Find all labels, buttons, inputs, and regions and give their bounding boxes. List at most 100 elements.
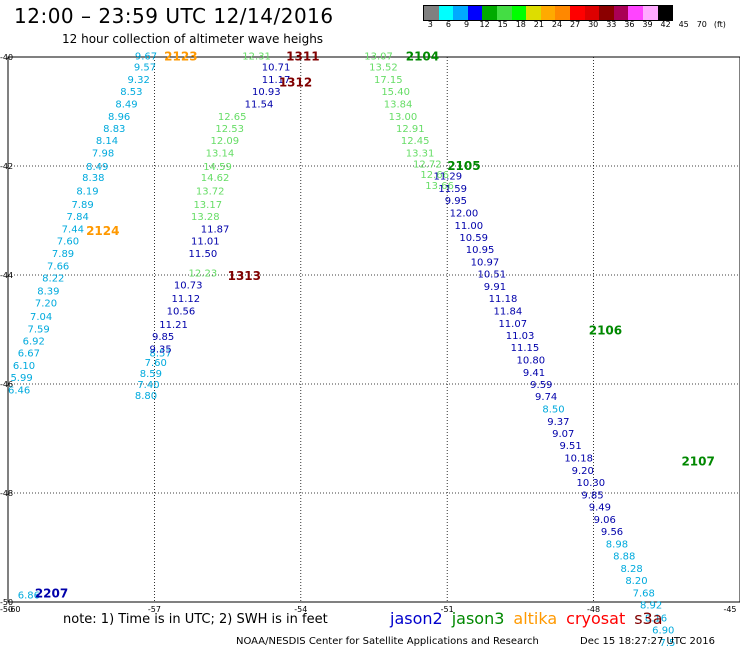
wave-height-value: 8.14 (96, 136, 118, 147)
wave-height-value: 10.73 (174, 280, 203, 291)
legend-label: 33 (606, 20, 617, 29)
wave-height-value: 11.87 (201, 225, 230, 236)
wave-height-value: 7.60 (145, 358, 167, 369)
wave-height-value: 8.28 (620, 564, 642, 575)
wave-height-value: 9.95 (445, 196, 467, 207)
wave-height-value: 9.74 (535, 392, 557, 403)
track-cyan-2: 8.577.608.597.408.80 (135, 348, 172, 402)
wave-height-value: 11.07 (498, 319, 527, 330)
pass-number-label: 1312 (279, 76, 312, 90)
legend-swatch (555, 6, 570, 20)
satellite-cryosat: cryosat (566, 609, 626, 628)
wave-height-value: 6.67 (18, 348, 40, 359)
pass-number-label: 2207 (35, 587, 68, 601)
lat-tick-label-bottom: -50 (0, 605, 13, 614)
wave-height-value: 12.31 (242, 51, 271, 62)
wave-height-value: 14.59 (203, 162, 232, 173)
wave-height-value: 8.16 (645, 613, 667, 624)
wave-height-value: 11.15 (511, 343, 540, 354)
lat-tick-label: -42 (0, 162, 13, 171)
wave-height-value: 9.85 (581, 491, 603, 502)
wave-height-value: 11.59 (438, 184, 467, 195)
wave-height-value: 13.07 (364, 51, 393, 62)
wave-height-value: 13.14 (206, 148, 235, 159)
legend-label: 18 (515, 20, 526, 29)
map-title: 12:00 – 23:59 UTC 12/14/2016 (14, 4, 334, 28)
wave-height-value: 13.00 (389, 112, 418, 123)
wave-height-value: 12.00 (450, 208, 479, 219)
legend-label: 70 (696, 20, 707, 29)
wave-height-value: 12.45 (401, 136, 430, 147)
legend-swatch (613, 6, 629, 20)
wave-height-value: 10.18 (564, 454, 593, 465)
legend-swatch (540, 6, 556, 20)
wave-height-value: 12.72 (413, 159, 442, 170)
wave-height-value: 10.30 (577, 478, 606, 489)
wave-height-value: 8.49 (86, 162, 108, 173)
legend-label: 24 (551, 20, 563, 29)
wave-height-value: 7.66 (47, 262, 69, 273)
wave-height-value: 10.97 (471, 257, 500, 268)
wave-height-value: 7.89 (52, 249, 74, 260)
wave-height-value: 9.91 (484, 282, 506, 293)
wave-height-value: 8.49 (115, 99, 137, 110)
wave-height-value: 6.86 (18, 590, 40, 601)
wave-height-value: 14.62 (201, 173, 230, 184)
wave-height-value: 13.31 (406, 148, 435, 159)
legend-label: 30 (588, 20, 599, 29)
wave-height-value: 12.91 (396, 124, 425, 135)
lat-tick-label: -48 (0, 489, 13, 498)
wave-height-value: 7.04 (30, 312, 52, 323)
wave-height-value: 6.10 (13, 361, 35, 372)
wave-height-value: 13.72 (196, 187, 225, 198)
wave-height-value: 8.20 (625, 576, 647, 587)
pass-labels: 2123 1311 1312 2104 2105 2124 1313 2106 2107 2207 (35, 49, 715, 600)
wave-height-value: 9.85 (152, 332, 174, 343)
legend-label: 45 (678, 20, 689, 29)
wave-height-value: 17.15 (374, 75, 403, 86)
wave-height-value: 8.88 (613, 552, 635, 563)
wave-height-value: 10.56 (167, 306, 196, 317)
legend-label: 3 (427, 20, 433, 29)
wave-height-value: 8.19 (76, 187, 98, 198)
wave-height-value: 12.23 (189, 268, 218, 279)
legend-swatch (453, 6, 468, 20)
wave-height-value: 9.32 (128, 75, 150, 86)
wave-height-value: 8.80 (135, 391, 157, 402)
wave-height-value: 6.46 (8, 385, 30, 396)
legend-swatch (657, 6, 673, 20)
wave-height-value: 7.59 (28, 324, 50, 335)
wave-height-value: 8.92 (640, 601, 662, 612)
wave-height-value: 7.44 (62, 225, 84, 236)
track-darkblue-2: 11.2911.599.9512.0011.0010.5910.9510.971… (434, 171, 624, 538)
wave-height-value: 10.51 (477, 269, 506, 280)
legend-swatch (482, 6, 497, 20)
wave-height-value: 6.92 (23, 336, 45, 347)
wave-height-value: 13.17 (193, 200, 222, 211)
wave-height-value: 11.12 (171, 294, 200, 305)
wave-height-value: 11.29 (434, 171, 463, 182)
satellite-jason3: jason3 (451, 609, 505, 628)
map-grid (7, 56, 740, 603)
wave-height-value: 11.21 (159, 320, 188, 331)
legend-label: 6 (445, 20, 451, 29)
wave-height-value: 11.17 (262, 75, 291, 86)
wave-height-value: 13.66 (425, 181, 454, 192)
color-scale-legend (423, 5, 674, 21)
legend-label: 15 (497, 20, 508, 29)
legend-label: 21 (533, 20, 544, 29)
pass-number-label: 1311 (286, 49, 319, 63)
wave-height-value: 10.80 (516, 355, 545, 366)
wave-height-value: 13.84 (384, 99, 413, 110)
wave-height-value: 13.52 (369, 62, 398, 73)
legend-label: 42 (660, 20, 671, 29)
wave-height-value: 13.28 (191, 212, 220, 223)
wave-height-value: 11.84 (494, 306, 523, 317)
legend-swatch (584, 6, 600, 20)
wave-height-value: 7.40 (137, 380, 159, 391)
wave-height-value: 9.51 (559, 441, 581, 452)
generated-timestamp: Dec 15 18:27:27 UTC 2016 (580, 636, 715, 647)
pass-number-label: 2123 (164, 49, 197, 63)
